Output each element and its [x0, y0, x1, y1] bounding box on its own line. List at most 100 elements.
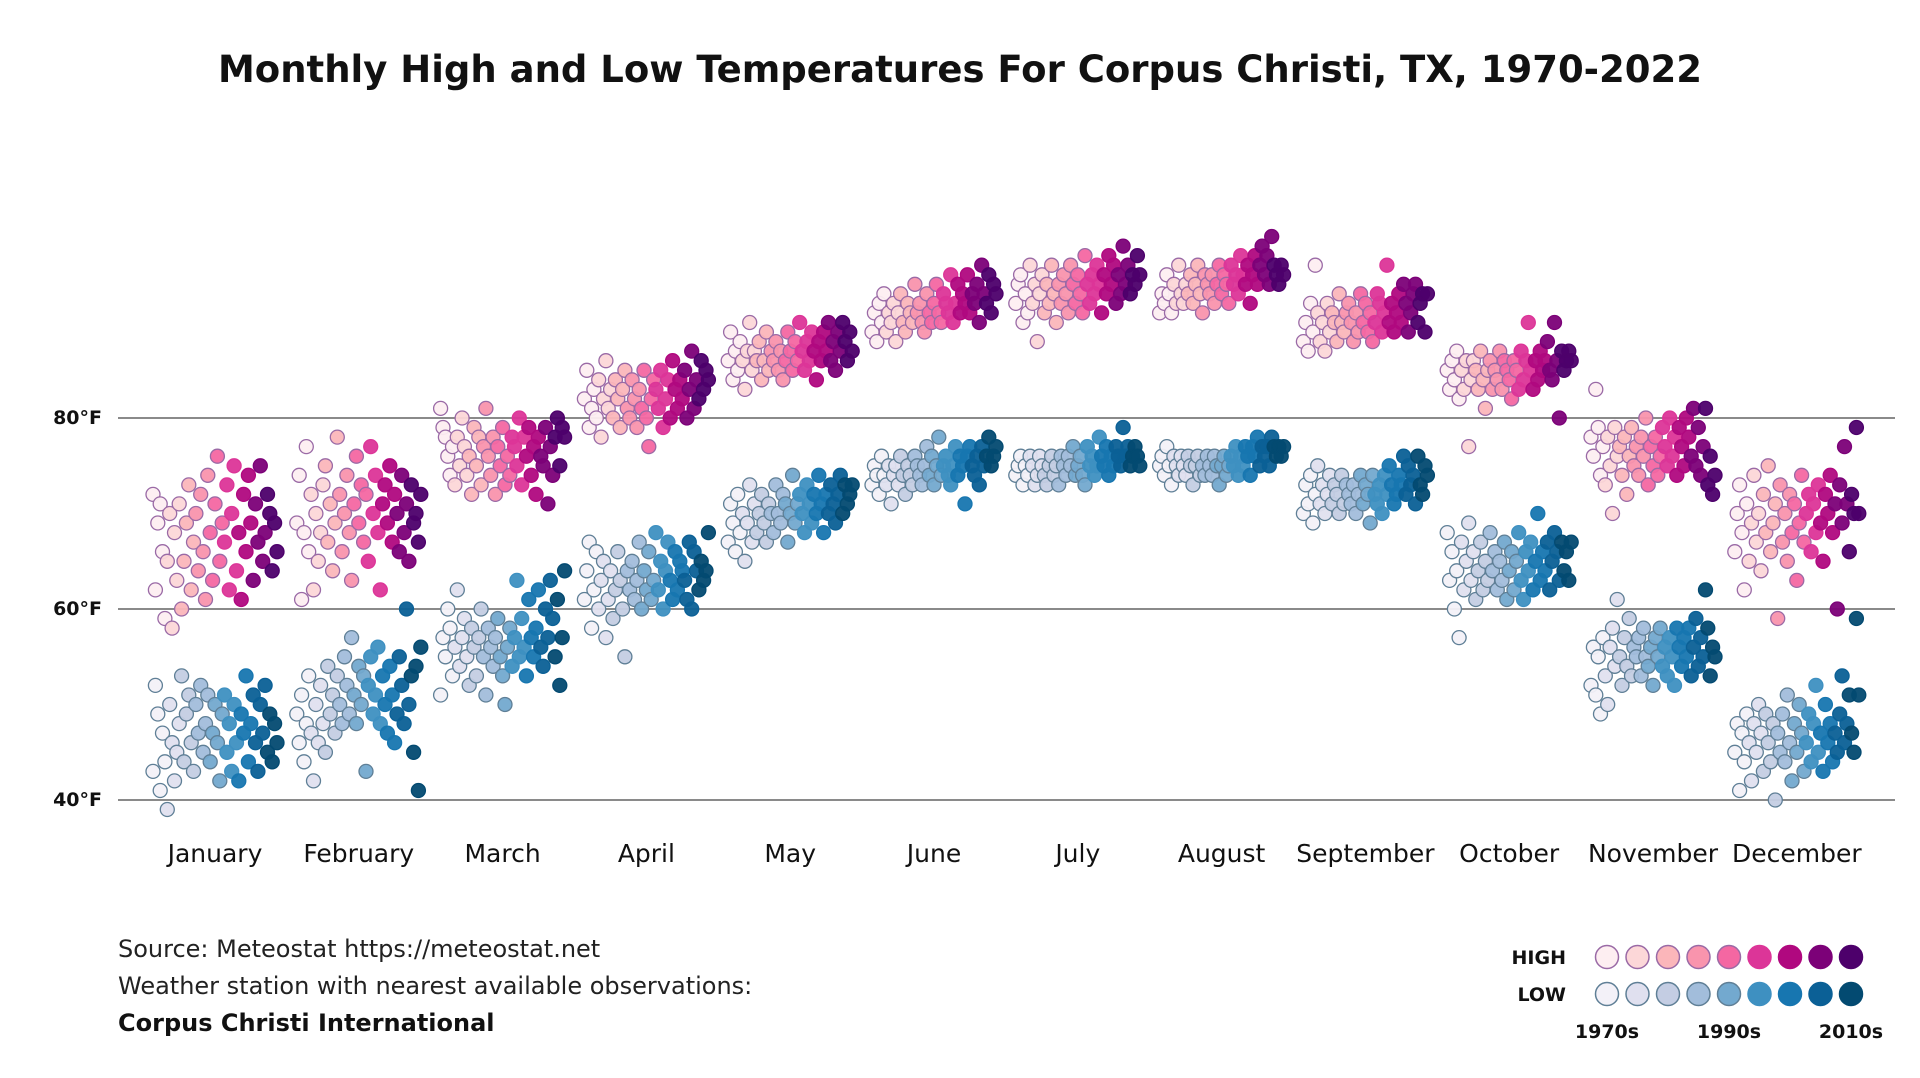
low-temp-point [157, 754, 173, 770]
legend: HIGH LOW 1970s 1990s 2010s [1512, 944, 1883, 1043]
high-temp-point [1848, 419, 1865, 436]
low-temp-point [528, 620, 544, 636]
high-temp-point [459, 467, 475, 483]
low-temp-point [367, 687, 384, 703]
legend-high-swatch [1716, 944, 1742, 970]
high-temp-point [351, 515, 367, 531]
low-temp-point [1563, 534, 1579, 550]
high-temp-point [382, 458, 398, 474]
high-temp-point [379, 515, 396, 531]
low-temp-point [624, 553, 640, 569]
high-temp-point [1461, 438, 1477, 455]
chart-title: Monthly High and Low Temperatures For Co… [218, 48, 1702, 91]
month-label: July [1053, 839, 1100, 868]
low-temp-point [1834, 668, 1850, 684]
month-label: June [905, 839, 961, 868]
high-temp-point [593, 429, 609, 445]
high-temp-point [310, 553, 326, 569]
high-temp-point [200, 467, 216, 483]
high-temp-point [552, 458, 568, 474]
low-temp-point [1846, 744, 1862, 760]
low-temp-point [370, 639, 386, 655]
low-temp-point [332, 696, 348, 713]
low-temp-point [437, 649, 454, 665]
high-temp-point [162, 505, 178, 522]
high-temp-point [983, 305, 999, 321]
low-temp-point [301, 668, 317, 684]
low-temp-point [1472, 534, 1489, 550]
high-temp-point [1741, 553, 1757, 569]
legend-low-label: LOW [1517, 984, 1566, 1006]
low-temp-point [1707, 649, 1723, 665]
low-temp-point [296, 754, 312, 770]
low-temp-point [413, 639, 429, 655]
high-temp-point [197, 591, 214, 608]
high-temp-point [235, 486, 252, 503]
high-temp-point [238, 544, 254, 560]
high-temp-point [1731, 477, 1748, 493]
high-temp-point [240, 467, 257, 483]
legend-low-swatch [1655, 981, 1681, 1007]
high-temp-point [178, 515, 195, 531]
high-temp-point [389, 505, 405, 522]
low-temp-point [320, 658, 336, 674]
high-temp-point [1836, 438, 1853, 455]
low-temp-point [1779, 687, 1795, 703]
low-temp-point [1731, 782, 1748, 799]
legend-decade-label: 1970s [1575, 1021, 1639, 1043]
high-temp-point [298, 438, 314, 455]
low-temp-point [1614, 677, 1630, 694]
high-temp-point [188, 505, 204, 522]
high-temp-point [1834, 515, 1850, 531]
low-temp-point [1530, 505, 1546, 522]
high-temp-point [641, 438, 657, 455]
high-temp-point [827, 362, 844, 378]
low-temp-point [648, 524, 664, 541]
source-note: Source: Meteostat https://meteostat.net … [118, 935, 752, 1037]
low-temp-point [382, 658, 398, 674]
high-temp-point [370, 524, 386, 541]
low-temp-point [147, 677, 164, 694]
low-temp-point [150, 706, 166, 722]
high-temp-point [269, 544, 285, 560]
low-temp-point [159, 801, 175, 818]
high-temp-point [1664, 448, 1680, 464]
legend-low-swatch [1747, 981, 1772, 1007]
high-temp-point [1607, 419, 1623, 436]
high-temp-point [150, 515, 166, 531]
high-temp-point [216, 534, 233, 550]
high-temp-point [1753, 563, 1769, 579]
high-temp-point [1843, 486, 1860, 503]
high-temp-point [171, 496, 187, 512]
high-temp-point [1449, 343, 1465, 359]
low-temp-point [1743, 773, 1760, 789]
low-temp-point [231, 773, 247, 789]
high-temp-point [432, 400, 449, 417]
low-temp-point [1702, 668, 1718, 684]
low-temp-point [336, 649, 353, 665]
high-temp-point [1242, 295, 1258, 312]
low-temp-point [1609, 591, 1625, 608]
high-temp-point [377, 477, 393, 493]
high-temp-point [1777, 505, 1793, 522]
high-temp-point [1829, 601, 1845, 617]
high-temp-point [1765, 515, 1781, 531]
high-temp-point [907, 276, 923, 292]
station-name-text: Corpus Christi International [118, 1009, 495, 1037]
high-temp-point [1194, 305, 1211, 321]
month-label: August [1178, 839, 1266, 868]
high-temp-point [1585, 448, 1602, 464]
low-temp-point [1597, 668, 1613, 684]
low-temp-point [188, 696, 204, 713]
high-temp-point [1623, 419, 1640, 436]
y-tick-label: 40°F [53, 789, 102, 811]
high-temp-point [631, 381, 647, 398]
low-temp-point [162, 696, 178, 713]
high-temp-point [1690, 419, 1706, 436]
low-temp-point [264, 754, 280, 770]
low-temp-point [473, 601, 489, 617]
high-temp-point [591, 372, 607, 388]
low-temp-point [1602, 639, 1618, 655]
low-temp-point [811, 467, 827, 483]
low-temp-point [1446, 601, 1463, 617]
